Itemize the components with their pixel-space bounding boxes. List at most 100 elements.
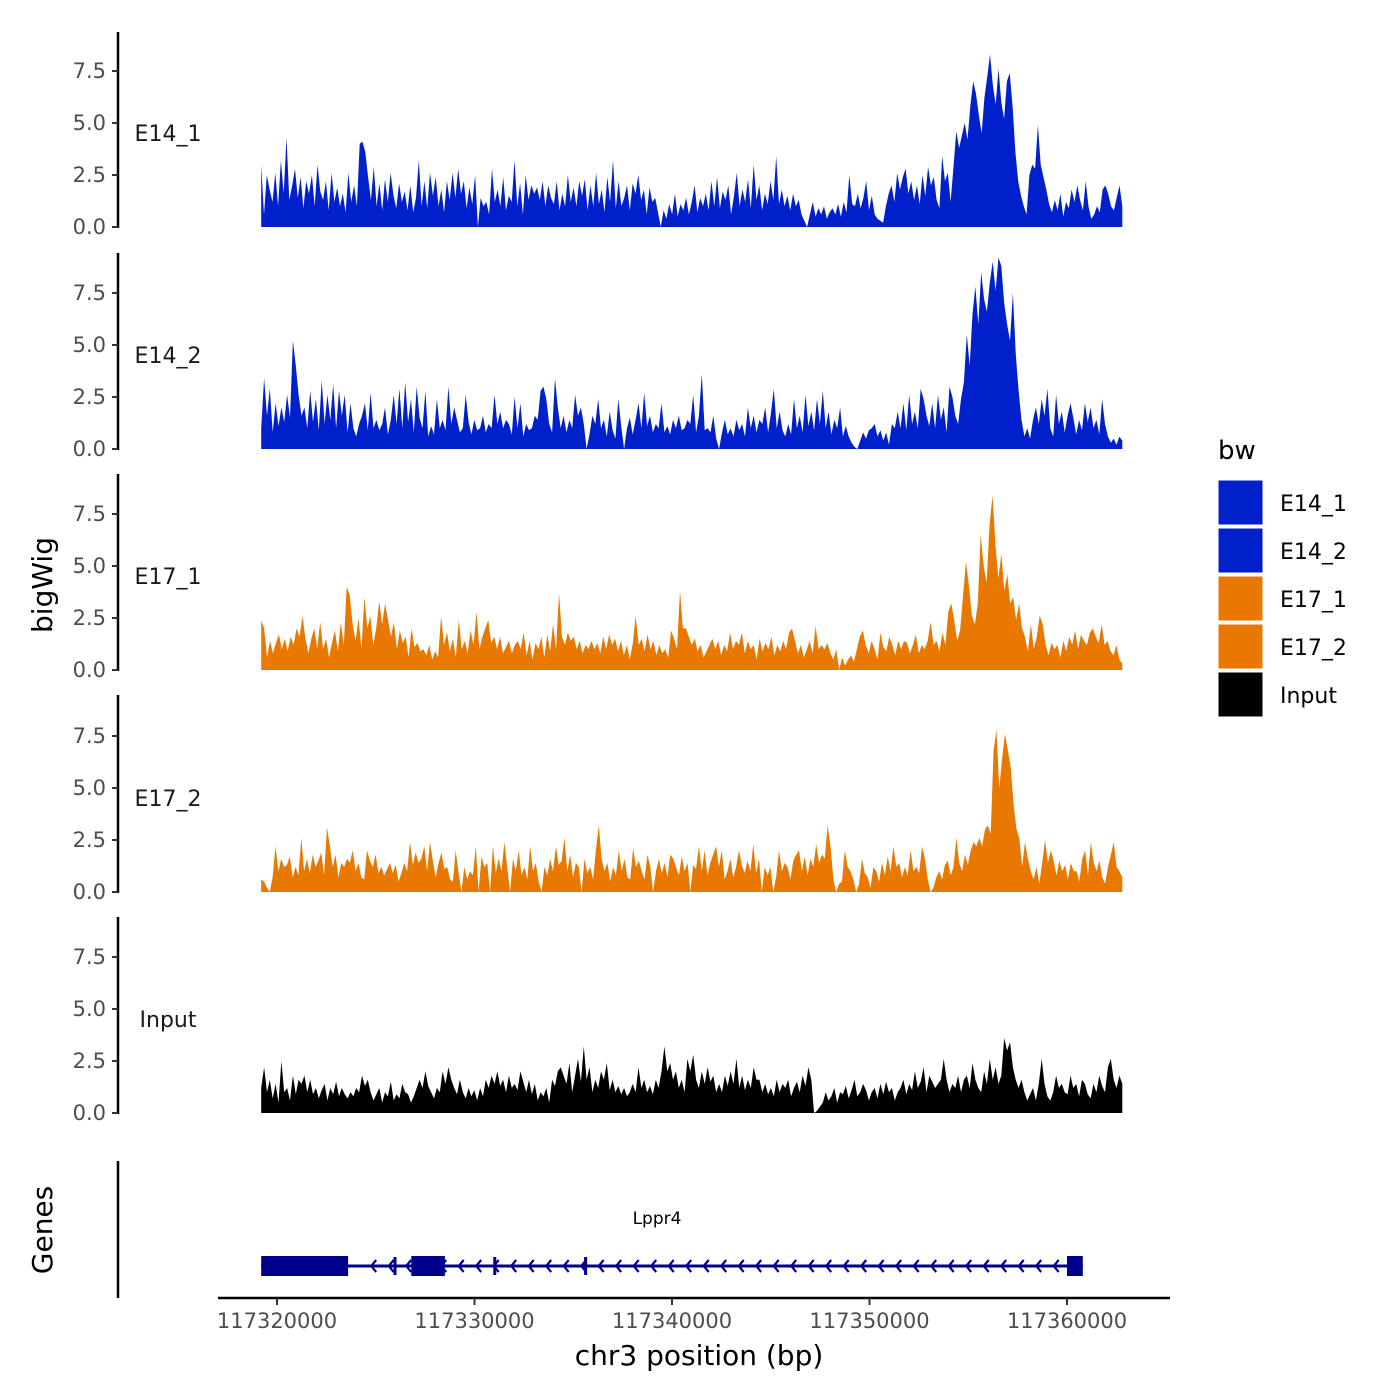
track-label: E14_1 bbox=[135, 122, 202, 147]
x-axis: 117320000 117330000 117340000 117350000 1173… bbox=[217, 1296, 1170, 1333]
strand-arrow bbox=[824, 1259, 833, 1273]
legend-label-E14_1: E14_1 bbox=[1280, 492, 1347, 517]
strand-arrow bbox=[597, 1259, 605, 1273]
y-tick-label: 0.0 bbox=[73, 215, 106, 239]
track-label: Input bbox=[140, 1008, 197, 1033]
y-tick-label: 7.5 bbox=[73, 724, 106, 748]
strand-arrow bbox=[562, 1259, 570, 1273]
legend-label-Input: Input bbox=[1280, 684, 1337, 709]
signal-area-E14_2 bbox=[261, 257, 1123, 449]
y-tick-label: 7.5 bbox=[73, 281, 106, 305]
gene-exon bbox=[493, 1257, 497, 1275]
x-tick-label: 117330000 bbox=[414, 1309, 534, 1333]
strand-arrow bbox=[947, 1259, 955, 1273]
strand-arrow bbox=[859, 1259, 868, 1273]
y-tick-label: 5.0 bbox=[73, 111, 106, 135]
gene-exon bbox=[393, 1257, 397, 1275]
legend-swatch-E14_1 bbox=[1217, 479, 1264, 526]
legend: bw E14_1 E14_2 E17_1 E17_2 Input bbox=[1217, 436, 1347, 718]
strand-arrow bbox=[527, 1259, 535, 1273]
y-tick-label: 0.0 bbox=[73, 880, 106, 904]
track-Input: 0.0 2.5 5.0 7.5 Input bbox=[73, 917, 1123, 1125]
y-tick-label: 7.5 bbox=[73, 945, 106, 969]
strand-arrow bbox=[684, 1259, 693, 1273]
track-label: E17_2 bbox=[135, 787, 202, 812]
y-tick-label: 0.0 bbox=[73, 1101, 106, 1125]
strand-arrow bbox=[369, 1259, 378, 1273]
strand-arrow bbox=[702, 1259, 710, 1273]
track-label: E14_2 bbox=[135, 344, 202, 369]
gene-panel-title: Genes bbox=[26, 1186, 59, 1274]
strand-arrow bbox=[737, 1259, 745, 1273]
y-tick-label: 0.0 bbox=[73, 658, 106, 682]
strand-arrow bbox=[387, 1259, 395, 1273]
y-tick-label: 2.5 bbox=[73, 1049, 106, 1073]
legend-swatch-E14_2 bbox=[1217, 527, 1264, 574]
strand-arrow bbox=[789, 1259, 798, 1273]
strand-arrow bbox=[1017, 1259, 1025, 1273]
track-E17_1: 0.0 2.5 5.0 7.5 E17_1 bbox=[73, 474, 1123, 682]
legend-swatch-E17_1 bbox=[1217, 575, 1264, 622]
y-tick-label: 2.5 bbox=[73, 163, 106, 187]
y-tick-label: 7.5 bbox=[73, 59, 106, 83]
legend-label-E14_2: E14_2 bbox=[1280, 540, 1347, 565]
strand-arrow bbox=[842, 1259, 850, 1273]
signal-area-E17_2 bbox=[261, 729, 1123, 892]
strand-arrow bbox=[772, 1259, 780, 1273]
strand-arrow bbox=[632, 1259, 640, 1273]
legend-label-E17_1: E17_1 bbox=[1280, 588, 1347, 613]
y-tick-label: 5.0 bbox=[73, 997, 106, 1021]
strand-arrow bbox=[894, 1259, 903, 1273]
strand-arrow bbox=[999, 1259, 1008, 1273]
gene-panel: Lppr4 bbox=[116, 1161, 1083, 1298]
strand-arrow bbox=[544, 1259, 553, 1273]
track-E14_1: 0.0 2.5 5.0 7.5 E14_1 bbox=[73, 32, 1123, 239]
y-tick-label: 2.5 bbox=[73, 385, 106, 409]
strand-arrow bbox=[754, 1259, 763, 1273]
strand-arrow bbox=[457, 1259, 465, 1273]
gene-exon bbox=[261, 1256, 349, 1276]
x-axis-title: chr3 position (bp) bbox=[575, 1339, 824, 1372]
strand-arrow bbox=[649, 1259, 658, 1273]
track-E14_2: 0.0 2.5 5.0 7.5 E14_2 bbox=[73, 253, 1123, 461]
strand-arrow bbox=[807, 1259, 815, 1273]
strand-arrow bbox=[474, 1259, 483, 1273]
track-label: E17_1 bbox=[135, 565, 202, 590]
y-axis-title: bigWig bbox=[26, 537, 59, 633]
x-tick-label: 117320000 bbox=[217, 1309, 337, 1333]
y-tick-label: 5.0 bbox=[73, 333, 106, 357]
strand-arrow bbox=[982, 1259, 990, 1273]
legend-swatch-E17_2 bbox=[1217, 623, 1264, 670]
signal-tracks: 0.0 2.5 5.0 7.5 E14_1 0.0 2.5 5.0 7.5 E14_2 0.0 2.5… bbox=[73, 32, 1123, 1125]
strand-arrow bbox=[964, 1259, 973, 1273]
x-tick-label: 117350000 bbox=[809, 1309, 929, 1333]
signal-area-Input bbox=[261, 1038, 1123, 1113]
y-tick-label: 2.5 bbox=[73, 828, 106, 852]
y-tick-label: 2.5 bbox=[73, 606, 106, 630]
y-tick-label: 5.0 bbox=[73, 554, 106, 578]
strand-arrow bbox=[1052, 1259, 1060, 1273]
y-tick-label: 5.0 bbox=[73, 776, 106, 800]
strand-arrow bbox=[912, 1259, 920, 1273]
strand-arrow bbox=[877, 1259, 885, 1273]
legend-label-E17_2: E17_2 bbox=[1280, 636, 1347, 661]
x-tick-label: 117340000 bbox=[612, 1309, 732, 1333]
legend-title: bw bbox=[1218, 436, 1256, 466]
strand-arrow bbox=[1034, 1259, 1043, 1273]
x-tick-label: 117360000 bbox=[1007, 1309, 1127, 1333]
y-tick-label: 7.5 bbox=[73, 502, 106, 526]
gene-exon bbox=[411, 1256, 445, 1276]
gene-name-label: Lppr4 bbox=[633, 1209, 682, 1229]
signal-area-E14_1 bbox=[261, 54, 1123, 228]
strand-arrow bbox=[719, 1259, 728, 1273]
strand-arrow bbox=[509, 1259, 518, 1273]
track-E17_2: 0.0 2.5 5.0 7.5 E17_2 bbox=[73, 695, 1123, 904]
gene-exon bbox=[1067, 1256, 1083, 1276]
strand-arrow bbox=[404, 1259, 413, 1273]
strand-arrow bbox=[667, 1259, 675, 1273]
y-tick-label: 0.0 bbox=[73, 437, 106, 461]
strand-arrow bbox=[929, 1259, 938, 1273]
gene-exon bbox=[584, 1257, 588, 1275]
strand-arrow bbox=[614, 1259, 623, 1273]
